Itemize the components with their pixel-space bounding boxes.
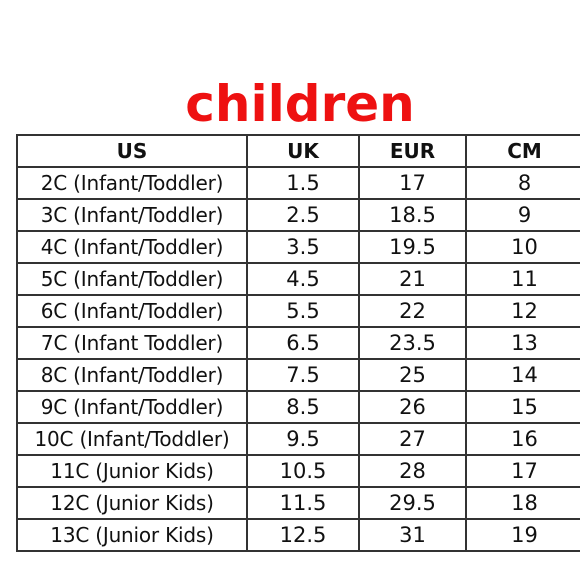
cell-eur: 21	[358, 262, 467, 296]
cell-uk: 2.5	[246, 198, 360, 232]
cell-us: 10C (Infant/Toddler)	[16, 422, 248, 456]
table-row: 11C (Junior Kids) 10.5 28 17	[16, 454, 580, 488]
header-uk: UK	[246, 134, 360, 168]
table-header-row: US UK EUR CM	[16, 134, 580, 168]
cell-eur: 28	[358, 454, 467, 488]
size-chart-table: US UK EUR CM 2C (Infant/Toddler) 1.5 17 8 3C…	[16, 134, 580, 552]
cell-uk: 7.5	[246, 358, 360, 392]
cell-cm: 8	[465, 166, 580, 200]
cell-uk: 1.5	[246, 166, 360, 200]
cell-us: 7C (Infant Toddler)	[16, 326, 248, 360]
cell-us: 11C (Junior Kids)	[16, 454, 248, 488]
cell-cm: 19	[465, 518, 580, 552]
cell-uk: 5.5	[246, 294, 360, 328]
cell-cm: 15	[465, 390, 580, 424]
table-row: 6C (Infant/Toddler) 5.5 22 12	[16, 294, 580, 328]
header-cm: CM	[465, 134, 580, 168]
table-row: 4C (Infant/Toddler) 3.5 19.5 10	[16, 230, 580, 264]
cell-cm: 13	[465, 326, 580, 360]
header-eur: EUR	[358, 134, 467, 168]
cell-us: 12C (Junior Kids)	[16, 486, 248, 520]
cell-us: 3C (Infant/Toddler)	[16, 198, 248, 232]
cell-cm: 14	[465, 358, 580, 392]
cell-us: 9C (Infant/Toddler)	[16, 390, 248, 424]
table-row: 10C (Infant/Toddler) 9.5 27 16	[16, 422, 580, 456]
cell-cm: 18	[465, 486, 580, 520]
cell-eur: 22	[358, 294, 467, 328]
cell-us: 2C (Infant/Toddler)	[16, 166, 248, 200]
cell-us: 8C (Infant/Toddler)	[16, 358, 248, 392]
table-row: 7C (Infant Toddler) 6.5 23.5 13	[16, 326, 580, 360]
table-row: 3C (Infant/Toddler) 2.5 18.5 9	[16, 198, 580, 232]
table-row: 5C (Infant/Toddler) 4.5 21 11	[16, 262, 580, 296]
cell-uk: 10.5	[246, 454, 360, 488]
cell-cm: 17	[465, 454, 580, 488]
cell-eur: 17	[358, 166, 467, 200]
cell-us: 5C (Infant/Toddler)	[16, 262, 248, 296]
page-title: children	[185, 75, 415, 133]
cell-eur: 19.5	[358, 230, 467, 264]
cell-us: 13C (Junior Kids)	[16, 518, 248, 552]
table-row: 13C (Junior Kids) 12.5 31 19	[16, 518, 580, 552]
cell-eur: 25	[358, 358, 467, 392]
cell-uk: 4.5	[246, 262, 360, 296]
cell-cm: 9	[465, 198, 580, 232]
cell-uk: 11.5	[246, 486, 360, 520]
table-row: 8C (Infant/Toddler) 7.5 25 14	[16, 358, 580, 392]
cell-eur: 29.5	[358, 486, 467, 520]
cell-eur: 31	[358, 518, 467, 552]
cell-eur: 18.5	[358, 198, 467, 232]
cell-us: 4C (Infant/Toddler)	[16, 230, 248, 264]
table-row: 2C (Infant/Toddler) 1.5 17 8	[16, 166, 580, 200]
cell-eur: 23.5	[358, 326, 467, 360]
table-row: 12C (Junior Kids) 11.5 29.5 18	[16, 486, 580, 520]
cell-uk: 9.5	[246, 422, 360, 456]
cell-cm: 16	[465, 422, 580, 456]
cell-uk: 6.5	[246, 326, 360, 360]
cell-eur: 26	[358, 390, 467, 424]
cell-cm: 10	[465, 230, 580, 264]
cell-cm: 11	[465, 262, 580, 296]
table-row: 9C (Infant/Toddler) 8.5 26 15	[16, 390, 580, 424]
cell-uk: 3.5	[246, 230, 360, 264]
header-us: US	[16, 134, 248, 168]
cell-eur: 27	[358, 422, 467, 456]
cell-uk: 8.5	[246, 390, 360, 424]
cell-cm: 12	[465, 294, 580, 328]
cell-uk: 12.5	[246, 518, 360, 552]
cell-us: 6C (Infant/Toddler)	[16, 294, 248, 328]
